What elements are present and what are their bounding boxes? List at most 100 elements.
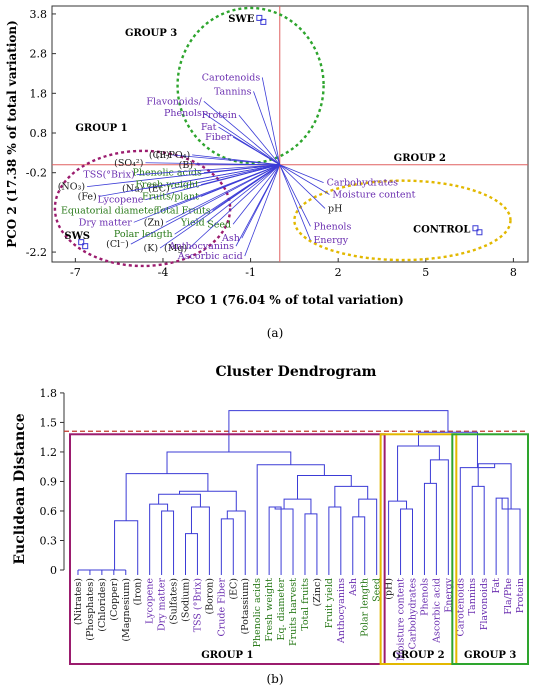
y-tick-label: 1.5	[40, 416, 58, 429]
leaf-label: (Nitrates)	[73, 578, 84, 625]
y-tick-label: -0.2	[26, 167, 47, 180]
vector-label: (Fe)	[78, 192, 97, 203]
loading-vector	[171, 164, 280, 189]
dendrogram-link	[328, 506, 342, 570]
vector-label: Ascorbic acid	[177, 251, 243, 262]
vector-label: Protein	[202, 110, 237, 121]
vector-label: (P-PO₄)	[156, 150, 190, 161]
group-box	[69, 433, 386, 666]
loading-vector	[130, 164, 280, 245]
loading-vector	[203, 112, 281, 166]
dendrogram-link	[397, 445, 440, 502]
vector-label: Moisture content	[332, 190, 415, 201]
sample-label: SWE	[228, 14, 254, 25]
leaf-label: Total fruits	[300, 578, 311, 631]
loading-vector	[165, 164, 280, 223]
dendrogram-link	[190, 506, 210, 570]
leaf-label: Dry matter	[157, 578, 168, 631]
dendrogram-link	[352, 516, 366, 570]
dendrogram-link	[429, 459, 449, 570]
y-tick-label: 1.8	[40, 387, 58, 400]
loading-vector	[279, 164, 311, 227]
loading-vector	[261, 77, 281, 165]
vector-label: (SO₄²)	[114, 158, 143, 169]
dendrogram-link	[226, 510, 246, 570]
vector-label: Flavonoids/	[146, 96, 202, 107]
group-label: GROUP 3	[125, 28, 177, 39]
vector-label: Phenols	[313, 221, 351, 232]
vector-label: Polar length	[114, 229, 173, 240]
y-tick-label: 2.8	[30, 48, 48, 61]
loading-vector	[232, 136, 280, 166]
y-tick-label: 1.8	[30, 87, 48, 100]
loading-vector	[203, 100, 281, 166]
leaf-label: Carbohydrates	[408, 578, 419, 649]
vector-label: Fat	[201, 122, 217, 133]
loading-vector	[145, 164, 280, 201]
leaf-label: (Potassium)	[240, 578, 251, 635]
dendrogram-link	[471, 485, 485, 570]
loading-vector	[279, 164, 324, 183]
sample-point	[78, 239, 85, 246]
loading-vector	[206, 164, 281, 223]
sample-point-replicate	[260, 18, 267, 25]
dendrogram-link	[459, 463, 496, 570]
loading-vector	[238, 114, 281, 166]
group-label: GROUP 2	[394, 153, 446, 164]
vector-label: Tannins	[214, 86, 252, 97]
leaf-label: Carotenoids	[455, 578, 466, 637]
leaf-label: Ash	[348, 578, 359, 597]
vector-label: Carotenoids	[202, 72, 261, 83]
dendrogram-link	[304, 513, 318, 570]
y-axis-label: Euclidean Distance	[12, 413, 28, 564]
leaf-label: (Sulfates)	[169, 578, 180, 625]
loading-vector	[133, 164, 280, 223]
dendrogram-link	[158, 493, 201, 508]
dendrogram-link	[297, 475, 352, 500]
leaf-label: Energy	[443, 577, 454, 612]
sample-point	[256, 14, 263, 21]
vector-label: (Cl⁻)	[106, 239, 129, 250]
vector-label: (Cu)	[149, 150, 170, 161]
dendrogram-link	[268, 506, 282, 570]
leaf-label: (Sodium)	[181, 578, 192, 622]
y-tick-label: 1.2	[40, 446, 58, 459]
dendrogram-title: Cluster Dendrogram	[216, 364, 377, 380]
leaf-label: (pH)	[384, 578, 395, 600]
loading-vector	[279, 164, 326, 209]
leaf-label: Protein	[515, 578, 526, 613]
vector-label: Equatorial diameter	[61, 205, 158, 216]
group-box	[451, 433, 530, 666]
vector-label: (Mg)	[164, 243, 187, 254]
loading-vector	[174, 164, 280, 235]
leaf-label: (Zinc)	[312, 578, 323, 607]
loading-vector	[253, 91, 281, 165]
leaf-label: (Copper)	[109, 578, 120, 621]
sample-point	[472, 225, 479, 232]
dendrogram-link	[423, 482, 437, 570]
leaf-label: Fla/Phe	[503, 578, 514, 615]
vector-label: TSS(°Brix)	[83, 170, 134, 181]
x-tick-label: -1	[245, 266, 256, 279]
group-label: GROUP 1	[201, 650, 253, 661]
leaf-label: Eq. diameter	[276, 578, 287, 641]
vector-label: (NO₃)	[58, 182, 85, 193]
dendrogram-link	[256, 464, 325, 570]
x-tick-label: 2	[335, 266, 342, 279]
y-tick-label: -2.2	[26, 246, 47, 259]
vector-label: Fruits/plant	[142, 192, 199, 203]
vector-label: Total Fruits	[155, 205, 211, 216]
dendrogram-link	[114, 520, 139, 570]
leaf-label: (Iron)	[133, 578, 144, 606]
leaf-label: Ascorbic acid	[431, 578, 442, 644]
vector-label: Anthocyanins	[168, 241, 234, 252]
vector-label: (Na)	[122, 184, 143, 195]
loading-vector	[188, 164, 281, 249]
vector-label: Carbohydrates	[327, 178, 398, 189]
leaf-label: Tannins	[467, 578, 478, 616]
x-axis-label: PCO 1 (76.04 % of total variation)	[176, 293, 404, 307]
x-tick-label: 8	[510, 266, 517, 279]
y-tick-label: 0.3	[40, 534, 58, 547]
y-axis-label: PCO 2 (17.38 % of total variation)	[5, 20, 19, 248]
sample-point-replicate	[476, 229, 483, 236]
